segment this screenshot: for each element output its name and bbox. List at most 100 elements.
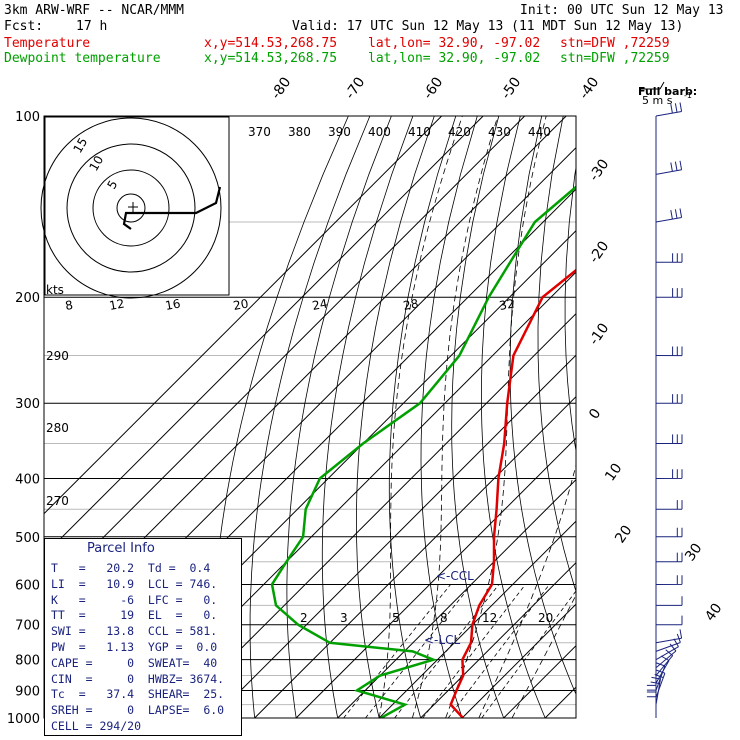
wind-legend-value: 5 m s: [642, 94, 673, 107]
hodograph-speed-label: 24: [311, 297, 328, 313]
dry-adiabat: [451, 116, 505, 718]
dewpoint-profile: [270, 185, 576, 718]
theta-label: 400: [368, 125, 391, 139]
isotherm-label: -10: [586, 320, 612, 348]
wind-barb: [655, 552, 683, 563]
isotherm-label: -40: [576, 74, 602, 102]
isotherm-label: 20: [612, 523, 635, 547]
mixing-ratio-label: 12: [482, 611, 497, 625]
wind-barb: [655, 394, 683, 404]
isotherm-label: -50: [498, 74, 524, 102]
theta-label: 440: [528, 125, 551, 139]
isotherm-label: 40: [702, 601, 725, 625]
hodograph-speed-label: 32: [498, 297, 515, 313]
wind-legend-sup: -1: [684, 91, 692, 100]
hodograph-speed-label: 8: [64, 298, 74, 313]
theta-label: 410: [408, 125, 431, 139]
pressure-label: 800: [15, 654, 40, 669]
moist-adiabat: [378, 116, 463, 718]
theta-left-label: 270: [46, 494, 69, 508]
wind-barb: [655, 638, 679, 661]
theta-label: 380: [288, 125, 311, 139]
plot-area: [44, 116, 740, 718]
temperature-profile: [449, 268, 576, 718]
isotherm-label: -70: [342, 74, 368, 102]
theta-label: 430: [488, 125, 511, 139]
wind-barb: [655, 208, 683, 223]
theta-label: 390: [328, 125, 351, 139]
hodograph-storm-marker: [128, 202, 138, 212]
parcel-info-row: CAPE = 0 SWEAT= 40: [51, 655, 218, 670]
wind-barb: [655, 288, 683, 298]
pressure-label: 100: [15, 110, 40, 125]
wind-barb: [655, 575, 683, 585]
fcst-value: 17 h: [76, 19, 108, 34]
wind-barb: [655, 596, 683, 606]
hodograph-speed-label: 20: [232, 297, 249, 313]
dry-adiabat: [388, 116, 457, 718]
wind-barb: [655, 649, 674, 676]
wind-barb: [655, 527, 683, 538]
hodograph-speed-label: 12: [108, 297, 125, 313]
pressure-label: 700: [15, 619, 40, 634]
lcl-annotation: <-LCL: [424, 633, 460, 647]
parcel-info-row: SWI = 13.8 CCL = 581.: [51, 624, 218, 639]
hodograph-ring: [40, 117, 222, 299]
wind-barb: [655, 629, 683, 644]
parcel-info-row: K = -6 LFC = 0.: [51, 592, 218, 607]
mixing-ratio-label: 2: [300, 611, 308, 625]
wind-barb: [655, 102, 683, 117]
pressure-label: 300: [15, 397, 40, 412]
isotherm-line: [461, 603, 576, 718]
isotherm-line: [544, 686, 576, 718]
fcst-label: Fcst:: [4, 19, 44, 34]
dry-adiabat: [249, 116, 371, 718]
parcel-info-row: TT = 19 EL = 0.: [51, 608, 218, 623]
pressure-label: 400: [15, 472, 40, 487]
moist-adiabat: [478, 463, 576, 718]
pressure-label: 600: [15, 578, 40, 593]
hodograph-ring: [66, 143, 196, 273]
plot-border: [43, 115, 577, 719]
theta-label: 420: [448, 125, 471, 139]
pressure-label: 1000: [7, 712, 40, 727]
dry-adiabat: [617, 116, 740, 718]
moist-adiabat: [412, 116, 499, 718]
temp-legend-latlon: lat,lon= 32.90, -97.02: [368, 36, 541, 51]
isotherm-label: -60: [420, 74, 446, 102]
wind-legend-barb: [640, 81, 665, 90]
wind-barb: [655, 434, 683, 445]
isotherm-line: [171, 312, 576, 718]
hodograph-ring: [116, 193, 146, 223]
isotherm-line: [503, 644, 576, 718]
parcel-info-row: CELL = 294/20: [51, 719, 142, 733]
temp-legend-xy: x,y=514.53,268.75: [204, 36, 338, 51]
wind-barb: [655, 615, 683, 626]
wind-barb: [655, 469, 683, 479]
mixing-ratio-label: 5: [392, 611, 400, 625]
init-time: Init: 00 UTC Sun 12 May 13: [520, 3, 724, 18]
isotherm-label: -20: [586, 238, 612, 266]
dew-legend-label: Dewpoint temperature: [4, 51, 161, 66]
mixing-ratio-label: 8: [440, 611, 448, 625]
isotherm-line: [587, 116, 740, 718]
dry-adiabat: [321, 116, 414, 718]
valid-time: Valid: 17 UTC Sun 12 May 13 (11 MDT Sun …: [292, 19, 684, 34]
dew-legend-latlon: lat,lon= 32.90, -97.02: [368, 51, 541, 66]
isotherm-label: -80: [268, 74, 294, 102]
isotherm-line: [44, 116, 526, 598]
theta-left-label: 290: [46, 349, 69, 363]
dew-legend-xy: x,y=514.53,268.75: [204, 51, 338, 66]
hodograph-panel: [44, 116, 230, 296]
isotherm-line: [212, 354, 576, 718]
mixing-ratio-line: [481, 590, 576, 718]
wind-barb: [655, 253, 683, 263]
model-title: 3km ARW-WRF -- NCAR/MMM: [4, 3, 185, 18]
isotherm-line: [295, 437, 576, 718]
mixing-ratio-line: [365, 584, 472, 718]
theta-left-label: 280: [46, 421, 69, 435]
hodograph-ring-label: 15: [70, 135, 90, 155]
dry-adiabat: [509, 116, 576, 696]
parcel-info-title: Parcel Info: [87, 541, 155, 556]
